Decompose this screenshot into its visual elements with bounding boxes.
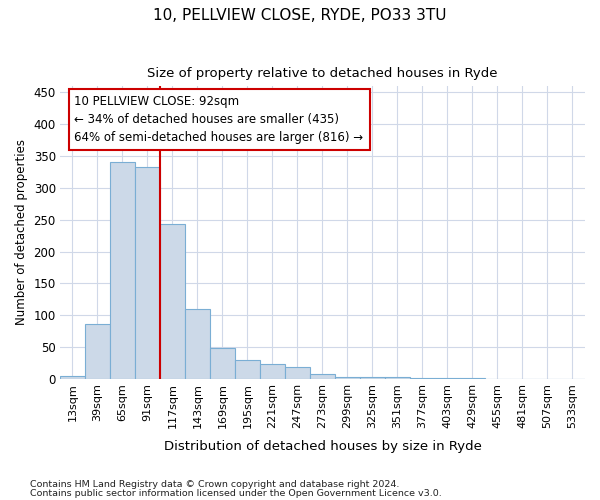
Text: Contains HM Land Registry data © Crown copyright and database right 2024.: Contains HM Land Registry data © Crown c… [30,480,400,489]
Bar [285,367,310,379]
Bar [210,348,235,379]
Bar [310,374,335,379]
Bar [110,162,135,379]
Bar [135,167,160,379]
X-axis label: Distribution of detached houses by size in Ryde: Distribution of detached houses by size … [164,440,481,452]
Bar [185,309,210,379]
Bar [410,378,435,379]
Bar [435,378,460,379]
Text: Contains public sector information licensed under the Open Government Licence v3: Contains public sector information licen… [30,488,442,498]
Bar [460,378,485,379]
Bar [85,324,110,379]
Bar [60,376,85,379]
Y-axis label: Number of detached properties: Number of detached properties [15,140,28,326]
Title: Size of property relative to detached houses in Ryde: Size of property relative to detached ho… [147,68,498,80]
Bar [385,377,410,379]
Text: 10 PELLVIEW CLOSE: 92sqm
← 34% of detached houses are smaller (435)
64% of semi-: 10 PELLVIEW CLOSE: 92sqm ← 34% of detach… [74,96,364,144]
Bar [160,224,185,379]
Text: 10, PELLVIEW CLOSE, RYDE, PO33 3TU: 10, PELLVIEW CLOSE, RYDE, PO33 3TU [153,8,447,22]
Bar [235,360,260,379]
Bar [360,376,385,379]
Bar [335,376,360,379]
Bar [260,364,285,379]
